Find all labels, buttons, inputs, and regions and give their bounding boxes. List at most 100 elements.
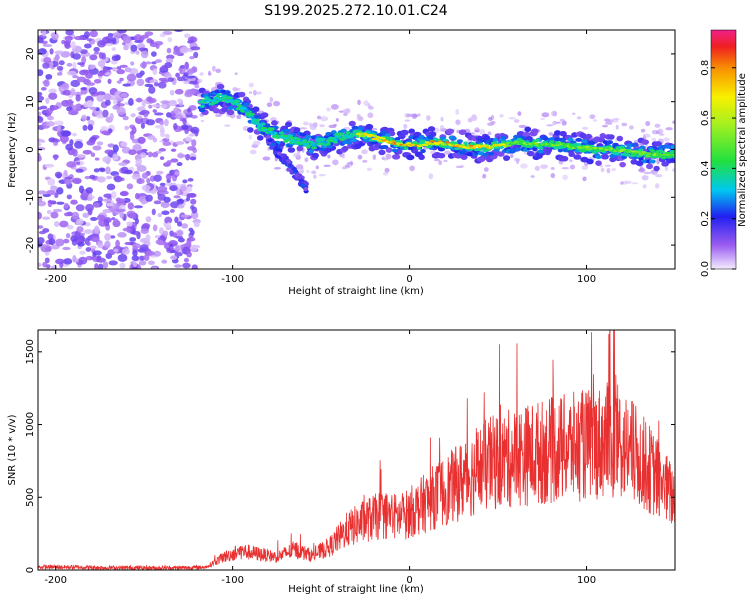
heatmap-cell <box>621 122 628 127</box>
heatmap-cell <box>53 220 60 227</box>
heatmap-cell <box>344 164 350 167</box>
heatmap-cell <box>110 96 116 101</box>
heatmap-cell <box>122 115 129 121</box>
heatmap-cell <box>72 177 82 185</box>
heatmap-cell <box>224 124 231 127</box>
heatmap-cell <box>177 98 183 103</box>
heatmap-cell <box>143 254 150 262</box>
spectrogram-ytick-label: 10 <box>25 95 36 108</box>
heatmap-cell <box>132 144 142 152</box>
snr-series-line <box>38 330 675 570</box>
heatmap-cell <box>652 129 656 134</box>
heatmap-cell <box>134 34 143 42</box>
heatmap-cell <box>70 41 76 50</box>
heatmap-cell <box>151 208 156 216</box>
heatmap-cell <box>116 107 126 116</box>
heatmap-cell <box>105 43 114 47</box>
heatmap-cell <box>193 221 200 228</box>
heatmap-cell <box>554 143 561 147</box>
heatmap-cell <box>437 152 446 159</box>
heatmap-cell <box>391 148 398 153</box>
heatmap-cell <box>119 191 128 197</box>
heatmap-cell <box>161 259 168 264</box>
heatmap-cell <box>385 153 392 160</box>
spectrogram-xtick-label: -200 <box>44 274 67 285</box>
heatmap-cell <box>552 120 557 126</box>
heatmap-cell <box>400 129 409 136</box>
heatmap-cell <box>135 158 143 166</box>
heatmap-cell <box>637 151 642 154</box>
heatmap-cell <box>460 144 465 147</box>
heatmap-cell <box>256 135 264 141</box>
heatmap-cell <box>466 146 471 150</box>
heatmap-cell <box>44 257 50 264</box>
heatmap-cell <box>38 69 44 77</box>
spectrogram-xtick-label: 0 <box>406 274 412 285</box>
heatmap-cell <box>238 91 246 98</box>
heatmap-cell <box>470 115 478 122</box>
heatmap-cell <box>663 137 670 142</box>
heatmap-cell <box>56 124 62 132</box>
heatmap-cell <box>120 141 128 147</box>
heatmap-cell <box>38 142 42 147</box>
heatmap-cell <box>281 157 287 162</box>
heatmap-cell <box>615 124 619 130</box>
heatmap-cell <box>572 112 576 115</box>
heatmap-cell <box>650 169 656 174</box>
heatmap-cell <box>187 192 197 198</box>
heatmap-cell <box>59 220 69 228</box>
heatmap-cell <box>187 89 198 94</box>
heatmap-cell <box>42 216 51 220</box>
colorbar-tick-label: 0.4 <box>700 160 711 176</box>
heatmap-cell <box>586 158 594 165</box>
heatmap-cell <box>338 132 344 136</box>
heatmap-cell <box>651 137 657 142</box>
heatmap-cell <box>111 47 116 52</box>
heatmap-cell <box>492 137 498 142</box>
heatmap-cell <box>38 37 44 44</box>
heatmap-cell <box>388 137 393 141</box>
heatmap-cell <box>175 72 180 78</box>
snr-ytick-label: 500 <box>25 488 36 507</box>
heatmap-cell <box>155 59 162 63</box>
heatmap-cell <box>357 99 361 106</box>
heatmap-cell <box>152 68 158 75</box>
heatmap-cell <box>582 176 587 182</box>
heatmap-cell <box>248 134 252 140</box>
heatmap-cell <box>455 119 460 125</box>
heatmap-cell <box>381 137 386 140</box>
heatmap-cell <box>616 135 624 142</box>
heatmap-cell <box>45 108 53 115</box>
heatmap-cell <box>573 154 582 160</box>
heatmap-cell <box>66 70 77 76</box>
heatmap-cell <box>182 262 191 269</box>
heatmap-cell <box>92 145 102 151</box>
heatmap-cell <box>392 154 401 160</box>
heatmap-cell <box>598 147 604 150</box>
heatmap-cell <box>145 234 151 242</box>
heatmap-cell <box>135 97 143 103</box>
heatmap-cell <box>96 214 106 221</box>
heatmap-cell <box>584 145 590 148</box>
heatmap-cell <box>162 230 169 237</box>
heatmap-cell <box>155 239 164 245</box>
heatmap-cell <box>141 34 149 39</box>
heatmap-cell <box>252 106 260 112</box>
heatmap-cell <box>614 152 620 156</box>
heatmap-cell <box>132 261 138 268</box>
heatmap-cell <box>406 146 414 151</box>
heatmap-cell <box>273 166 282 170</box>
heatmap-cell <box>357 154 363 160</box>
heatmap-cell <box>74 35 84 41</box>
heatmap-cell <box>190 126 200 134</box>
heatmap-cell <box>130 61 135 66</box>
heatmap-cell <box>184 33 191 39</box>
heatmap-cell <box>82 212 90 218</box>
heatmap-cell <box>76 154 86 158</box>
heatmap-cell <box>308 122 313 128</box>
heatmap-cell <box>165 133 170 140</box>
heatmap-cell <box>87 124 94 131</box>
heatmap-cell <box>141 50 149 59</box>
heatmap-cell <box>158 148 167 152</box>
heatmap-cell <box>103 209 110 213</box>
